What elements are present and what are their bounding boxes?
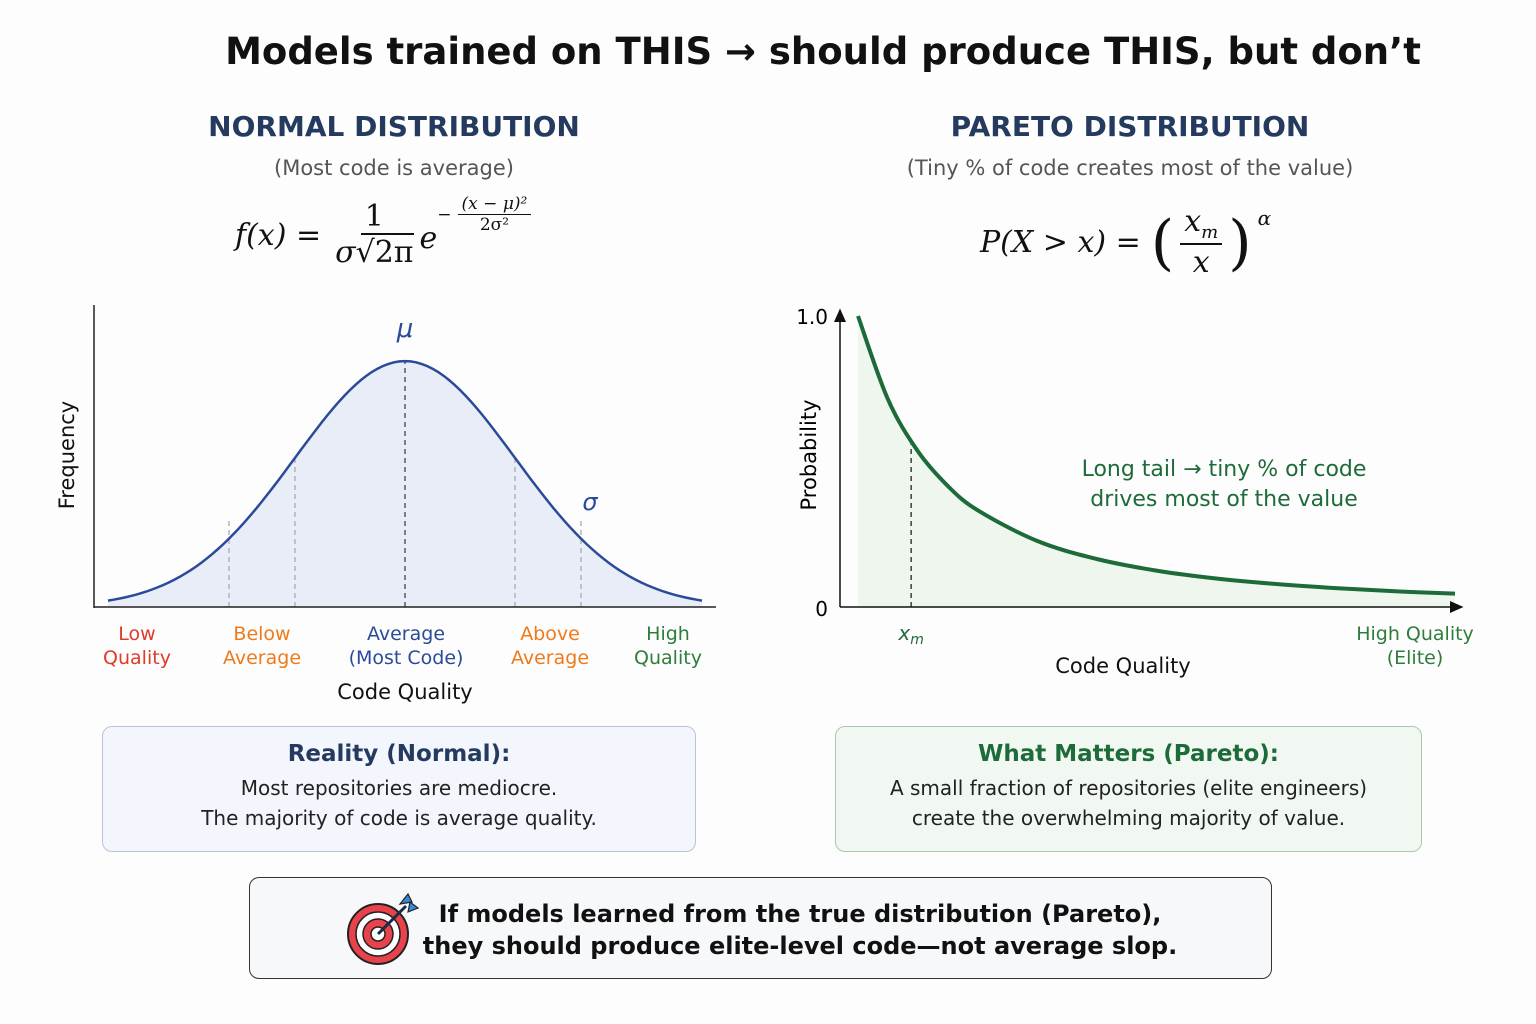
- pareto-area: [858, 316, 1455, 607]
- pareto-subtitle: (Tiny % of code creates most of the valu…: [906, 156, 1354, 180]
- what-matters-box: What Matters (Pareto): A small fraction …: [835, 726, 1422, 852]
- pareto-curve: [856, 315, 1456, 596]
- pareto-x-label: Code Quality: [1055, 654, 1191, 678]
- reality-title: Reality (Normal):: [287, 741, 511, 767]
- pareto-y-label: Probability: [797, 399, 821, 510]
- normal-curve: [107, 359, 703, 602]
- reality-line2: The majority of code is average quality.: [201, 806, 597, 830]
- category-average: Average (Most Code): [348, 623, 464, 669]
- xm-label: xm: [897, 621, 923, 648]
- normal-subtitle: (Most code is average): [274, 156, 514, 180]
- category-high: High Quality: [634, 623, 702, 669]
- conclusion-box: If models learned from the true distribu…: [249, 877, 1272, 979]
- pareto-heading: PARETO DISTRIBUTION: [950, 110, 1310, 143]
- reality-box: Reality (Normal): Most repositories are …: [102, 726, 696, 852]
- pareto-formula: P(X > x) = ( xm x ) α: [980, 204, 1272, 280]
- normal-heading: NORMAL DISTRIBUTION: [208, 110, 580, 143]
- conclusion-text: If models learned from the true distribu…: [422, 900, 1178, 960]
- normal-formula: f(x) = 1 σ√2π e − (x − μ)² 2σ²: [235, 195, 537, 271]
- y-tick-1: 1.0: [796, 305, 828, 329]
- y-tick-0: 0: [815, 597, 828, 621]
- category-above: Above Average: [510, 623, 590, 669]
- annotation-line1: Long tail → tiny % of code: [1082, 457, 1367, 482]
- category-low: Low Quality: [103, 623, 171, 669]
- mu-label: μ: [396, 314, 414, 344]
- page-title: Models trained on THIS → should produce …: [225, 30, 1421, 73]
- normal-x-label: Code Quality: [337, 680, 473, 704]
- what-matters-title: What Matters (Pareto):: [977, 741, 1280, 767]
- reality-line1: Most repositories are mediocre.: [240, 776, 558, 800]
- what-matters-line2: create the overwhelming majority of valu…: [911, 806, 1346, 830]
- what-matters-line1: A small fraction of repositories (elite …: [889, 776, 1368, 800]
- normal-chart: μ σ Frequency: [55, 305, 716, 608]
- normal-area: [108, 361, 702, 607]
- annotation-line2: drives most of the value: [1090, 487, 1358, 512]
- sigma-label: σ: [582, 488, 598, 516]
- normal-y-label: Frequency: [55, 401, 79, 510]
- high-quality-elite-label: High Quality (Elite): [1356, 623, 1474, 669]
- category-below: Below Average: [222, 623, 302, 669]
- pareto-chart: 1.0 0 Probability xm Long tail → tiny % …: [796, 305, 1464, 648]
- target-icon: [347, 892, 420, 965]
